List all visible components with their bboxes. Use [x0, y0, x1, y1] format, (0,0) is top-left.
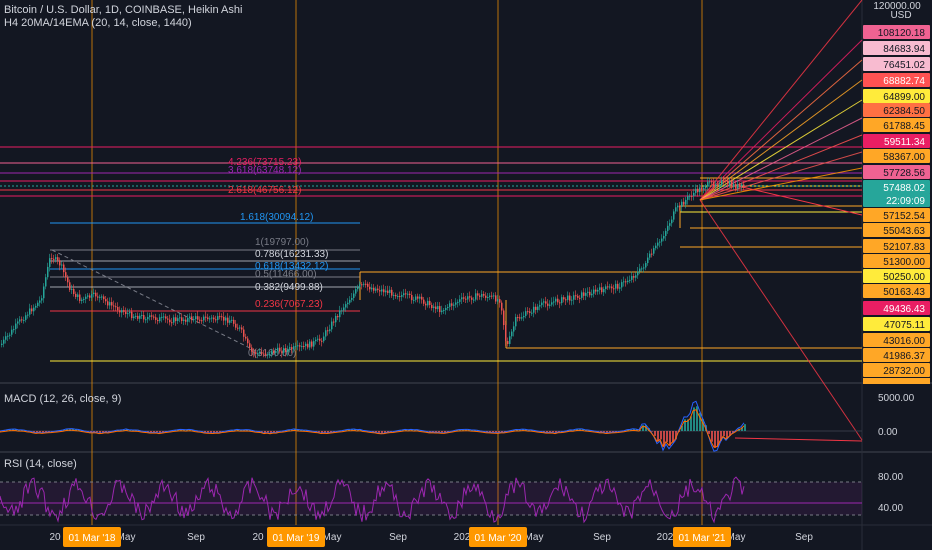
date-marker-lines [91, 0, 703, 525]
svg-text:57488.02: 57488.02 [883, 183, 925, 194]
svg-text:57728.56: 57728.56 [883, 168, 925, 179]
price-label: 22:09:09 [863, 193, 930, 207]
price-label: 57728.56 [863, 165, 930, 179]
price-label: 41986.37 [863, 348, 930, 362]
price-label: 47075.11 [863, 317, 930, 331]
svg-text:22:09:09: 22:09:09 [886, 196, 925, 207]
svg-text:76451.02: 76451.02 [883, 60, 925, 71]
svg-text:84683.94: 84683.94 [883, 44, 925, 55]
price-label: 62384.50 [863, 103, 930, 117]
symbol-title[interactable]: Bitcoin / U.S. Dollar, 1D, COINBASE, Hei… [4, 4, 243, 16]
time-axis-label: 20 [252, 532, 264, 543]
price-label: 49436.43 [863, 301, 930, 315]
time-axis-label: May [323, 532, 342, 543]
rsi-axis-label: 80.00 [878, 472, 903, 483]
svg-text:28732.00: 28732.00 [883, 366, 925, 377]
price-label: 28732.00 [863, 363, 930, 377]
time-highlight-label: 01 Mar '21 [673, 527, 731, 547]
fib-level-label: 1(19797.00) [255, 237, 309, 248]
time-axis-label: Sep [593, 532, 611, 543]
fib-level-label: 0.618(13432.12) [255, 261, 328, 272]
fib-level-label: 0.382(9499.88) [255, 282, 323, 293]
price-label: 57152.54 [863, 208, 930, 222]
price-label: 59511.34 [863, 134, 930, 148]
price-axis-top-label: 120000.00 [873, 1, 921, 12]
fib-level-label: 0.5(11466.00) [255, 269, 317, 280]
svg-text:01 Mar '20: 01 Mar '20 [475, 533, 522, 544]
svg-text:01 Mar '18: 01 Mar '18 [69, 533, 116, 544]
time-highlight-label: 01 Mar '20 [469, 527, 527, 547]
price-label: 50250.00 [863, 269, 930, 283]
price-label: 55043.63 [863, 223, 930, 237]
price-label: 68882.74 [863, 73, 930, 87]
fan-lines [699, 0, 863, 441]
svg-text:51300.00: 51300.00 [883, 257, 925, 268]
macd-axis-label: 0.00 [878, 427, 898, 438]
svg-text:57152.54: 57152.54 [883, 211, 925, 222]
time-axis-label: May [727, 532, 746, 543]
macd-pane[interactable] [0, 400, 863, 452]
time-axis-label: May [117, 532, 136, 543]
indicator-title[interactable]: H4 20MA/14EMA (20, 14, close, 1440) [4, 17, 192, 29]
macd-title[interactable]: MACD (12, 26, close, 9) [4, 393, 122, 405]
fib-level-label: 2.618(46756.12) [228, 185, 301, 196]
svg-text:50250.00: 50250.00 [883, 272, 925, 283]
time-axis-label: 202 [657, 532, 674, 543]
svg-text:50163.43: 50163.43 [883, 287, 925, 298]
price-label: 57488.02 [863, 180, 930, 194]
price-label: 51300.00 [863, 254, 930, 268]
svg-text:59511.34: 59511.34 [884, 137, 925, 148]
rsi-title[interactable]: RSI (14, close) [4, 458, 77, 470]
fib-level-label: 1.618(30094.12) [240, 212, 313, 223]
time-axis-label: Sep [187, 532, 205, 543]
price-label: 61788.45 [863, 118, 930, 132]
svg-text:62384.50: 62384.50 [883, 106, 925, 117]
svg-text:61788.45: 61788.45 [883, 121, 925, 132]
indicator-axes: 5000.00 0.00 80.00 40.00 [878, 393, 915, 514]
svg-text:47075.11: 47075.11 [884, 320, 925, 331]
rsi-pane[interactable] [0, 476, 862, 524]
svg-text:49436.43: 49436.43 [883, 304, 925, 315]
time-axis-label: 20 [49, 532, 61, 543]
time-axis-label: May [525, 532, 544, 543]
fib-level-label: 0.236(7067.23) [255, 299, 323, 310]
svg-text:68882.74: 68882.74 [883, 76, 925, 87]
price-pane[interactable] [0, 0, 862, 382]
price-label: 58367.00 [863, 149, 930, 163]
price-label: 108120.18 [863, 25, 930, 39]
time-axis[interactable]: 20 May Sep 20 May Sep 202 May Sep 202 May Sep 01 Mar… [49, 527, 813, 547]
svg-text:01 Mar '21: 01 Mar '21 [679, 533, 726, 544]
svg-text:43016.00: 43016.00 [883, 336, 925, 347]
svg-text:64899.00: 64899.00 [883, 92, 925, 103]
time-highlight-label: 01 Mar '19 [267, 527, 325, 547]
fib-level-label: 0.786(16231.33) [255, 249, 328, 260]
price-label: 84683.94 [863, 41, 930, 55]
price-label: 50163.43 [863, 284, 930, 298]
time-axis-label: Sep [389, 532, 407, 543]
time-axis-label: 202 [454, 532, 471, 543]
time-axis-label: Sep [795, 532, 813, 543]
svg-text:52107.83: 52107.83 [883, 242, 925, 253]
price-label: 64899.00 [863, 89, 930, 103]
rsi-axis-label: 40.00 [878, 503, 903, 514]
svg-text:108120.18: 108120.18 [878, 28, 926, 39]
price-candles [1, 176, 745, 359]
svg-text:58367.00: 58367.00 [883, 152, 925, 163]
fib-level-label: 3.618(63748.12) [228, 165, 301, 176]
time-highlight-label: 01 Mar '18 [63, 527, 121, 547]
fib-level-label: 4.236(73715.23) [228, 157, 301, 168]
chart-header: Bitcoin / U.S. Dollar, 1D, COINBASE, Hei… [4, 4, 242, 30]
currency-label: USD [890, 10, 911, 21]
svg-text:41986.37: 41986.37 [883, 351, 925, 362]
price-label: 76451.02 [863, 57, 930, 71]
price-label: 52107.83 [863, 239, 930, 253]
svg-text:01 Mar '19: 01 Mar '19 [273, 533, 320, 544]
svg-text:55043.63: 55043.63 [883, 226, 925, 237]
price-label: 43016.00 [863, 333, 930, 347]
macd-axis-label: 5000.00 [878, 393, 915, 404]
